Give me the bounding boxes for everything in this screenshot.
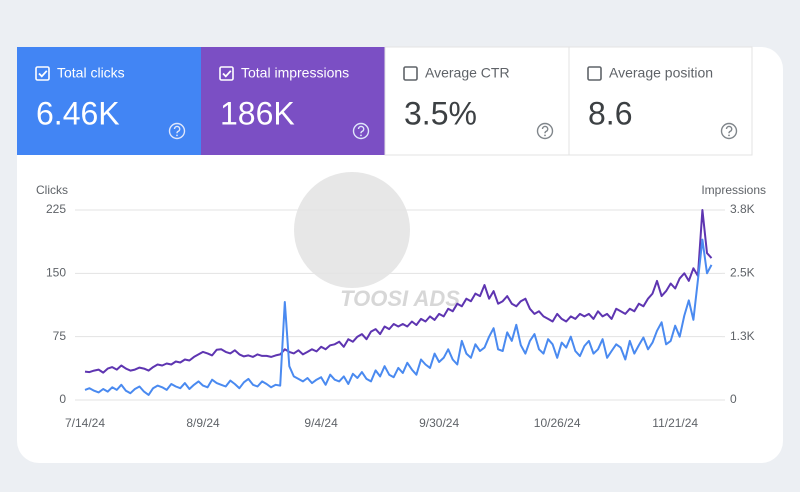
line-clicks <box>84 238 713 396</box>
metric-value: 8.6 <box>588 95 632 131</box>
help-icon <box>352 122 370 140</box>
checkbox <box>587 66 602 81</box>
watermark-logo <box>294 172 410 288</box>
checkbox <box>403 66 418 81</box>
metric-label: Total impressions <box>241 65 349 81</box>
help-icon <box>168 122 186 140</box>
checkbox <box>35 66 50 81</box>
help-icon <box>720 122 738 140</box>
watermark: TOOSI ADS <box>340 286 460 311</box>
y-tick-label: 225 <box>46 202 66 216</box>
y-tick-label: 150 <box>46 266 66 280</box>
metric-value: 186K <box>220 95 295 131</box>
x-tick-label: 11/21/24 <box>652 416 698 430</box>
checkbox <box>219 66 234 81</box>
help-icon-dot <box>544 134 546 137</box>
help-icon-glyph <box>541 125 549 134</box>
y2-tick-label: 2.5K <box>730 266 755 280</box>
y-tick-label: 0 <box>59 392 66 406</box>
x-tick-label: 9/4/24 <box>304 416 338 430</box>
help-icon-glyph <box>173 125 181 134</box>
checkmark <box>222 70 232 78</box>
metric-value: 6.46K <box>36 95 120 131</box>
checkmark <box>38 70 48 78</box>
metric-label: Average CTR <box>425 65 510 81</box>
card-impressions[interactable] <box>201 47 385 155</box>
line-impressions <box>84 209 713 374</box>
y2-tick-label: 0 <box>730 392 737 406</box>
card-clicks[interactable] <box>17 47 201 155</box>
card-position[interactable] <box>568 46 753 156</box>
y2-tick-label: 1.3K <box>730 329 755 343</box>
metric-label: Total clicks <box>57 65 125 81</box>
metric-value: 3.5% <box>404 95 477 131</box>
y2-tick-label: 3.8K <box>730 202 755 216</box>
x-tick-label: 10/26/24 <box>534 416 581 430</box>
help-icon-dot <box>360 134 362 137</box>
x-tick-label: 9/30/24 <box>419 416 459 430</box>
help-icon-dot <box>728 134 730 137</box>
y-tick-label: 75 <box>53 329 67 343</box>
help-icon-glyph <box>725 125 733 134</box>
x-tick-label: 8/9/24 <box>186 416 220 430</box>
x-tick-label: 7/14/24 <box>65 416 105 430</box>
help-icon-glyph <box>357 125 365 134</box>
metric-label: Average position <box>609 65 713 81</box>
help-icon-dot <box>176 134 178 137</box>
y-axis-label: Clicks <box>36 183 68 197</box>
help-icon <box>536 122 554 140</box>
y2-axis-label: Impressions <box>701 183 766 197</box>
